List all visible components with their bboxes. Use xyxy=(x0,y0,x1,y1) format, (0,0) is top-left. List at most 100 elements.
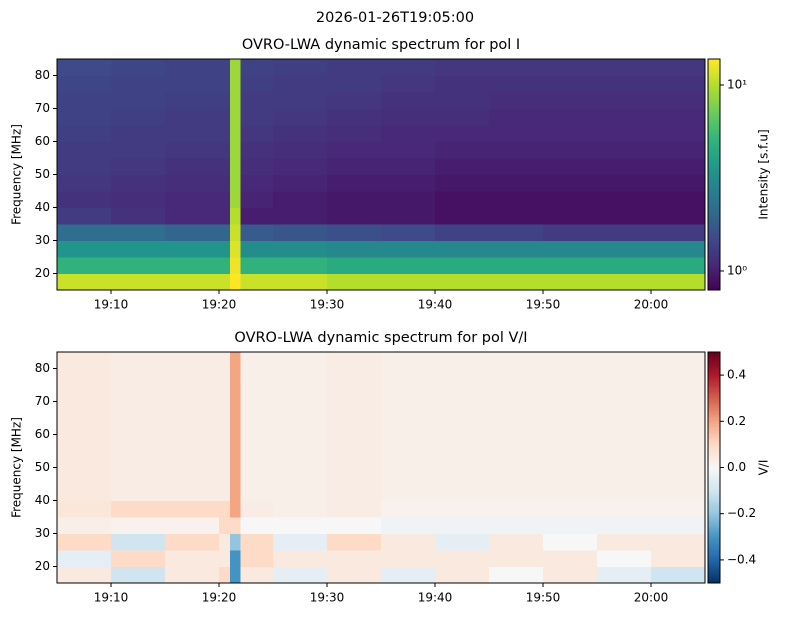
colorbar-tick-label: −0.4 xyxy=(727,552,756,566)
heatmap-cell xyxy=(165,191,220,208)
heatmap-cell xyxy=(651,385,706,402)
x-tick-label: 19:30 xyxy=(310,298,345,312)
colorbar-swatch xyxy=(708,142,720,145)
heatmap-cell xyxy=(219,257,231,274)
heatmap-cell xyxy=(651,141,706,159)
colorbar-swatch xyxy=(708,206,720,210)
colorbar-frame xyxy=(707,58,721,291)
heatmap-cell xyxy=(543,434,598,452)
colorbar-swatch xyxy=(708,356,720,360)
heatmap-cell xyxy=(489,500,544,518)
colorbar-swatch xyxy=(708,84,720,88)
colorbar-swatch xyxy=(708,368,720,371)
colorbar-swatch xyxy=(708,213,720,217)
colorbar-swatch xyxy=(708,121,720,125)
heatmap-cell xyxy=(327,566,382,584)
heatmap-cell xyxy=(229,517,242,534)
heatmap-cell xyxy=(543,59,598,76)
heatmap-cell xyxy=(240,75,274,93)
colorbar-swatch xyxy=(708,176,720,180)
heatmap-cell xyxy=(651,257,706,274)
heatmap-cell xyxy=(543,174,598,192)
heatmap-cell xyxy=(489,92,544,109)
heatmap-cell xyxy=(327,533,382,551)
colorbar-swatch xyxy=(708,181,720,185)
heatmap-cell xyxy=(597,174,652,192)
heatmap-cell xyxy=(597,484,652,501)
colorbar-swatch xyxy=(708,453,720,457)
heatmap-cell xyxy=(651,517,706,534)
heatmap-cell xyxy=(435,224,490,241)
colorbar-swatch xyxy=(708,490,720,494)
colorbar-swatch xyxy=(708,269,720,273)
heatmap-cell xyxy=(240,418,274,435)
colorbar-swatch xyxy=(708,529,720,533)
colorbar-swatch xyxy=(708,548,720,552)
colorbar-swatch xyxy=(708,183,720,187)
colorbar-swatch xyxy=(708,541,720,545)
heatmap-cell xyxy=(327,451,382,468)
heatmap-cell xyxy=(489,517,544,534)
heatmap-cell xyxy=(219,566,231,584)
colorbar-swatch xyxy=(708,89,720,92)
heatmap-cell xyxy=(435,141,490,159)
y-tick-label: 40 xyxy=(35,200,50,214)
heatmap-cell xyxy=(111,352,166,369)
heatmap-cell xyxy=(651,59,706,76)
heatmap-cell xyxy=(435,108,490,126)
colorbar-swatch xyxy=(708,112,720,115)
heatmap-cell xyxy=(435,240,490,258)
heatmap-cell xyxy=(229,451,242,468)
colorbar-swatch xyxy=(708,388,720,392)
y-tick-label: 30 xyxy=(35,526,50,540)
heatmap-cell xyxy=(229,273,242,291)
heatmap-cell xyxy=(219,158,231,175)
heatmap-cell xyxy=(273,517,328,534)
colorbar-swatch xyxy=(708,375,720,378)
heatmap-cell xyxy=(165,484,220,501)
heatmap-cell xyxy=(381,533,436,551)
heatmap-cell xyxy=(229,240,242,258)
heatmap-cell xyxy=(381,385,436,402)
colorbar-swatch xyxy=(708,354,720,358)
heatmap-cell xyxy=(435,59,490,76)
heatmap-cell xyxy=(597,224,652,241)
heatmap-cell xyxy=(651,484,706,501)
heatmap-cell xyxy=(651,451,706,468)
heatmap-cell xyxy=(111,273,166,291)
colorbar-swatch xyxy=(708,446,720,450)
heatmap-cell xyxy=(240,257,274,274)
heatmap-cell xyxy=(597,191,652,208)
heatmap-cell xyxy=(240,125,274,142)
heatmap-cell xyxy=(57,174,112,192)
colorbar-swatch xyxy=(708,234,720,238)
heatmap-cell xyxy=(273,59,328,76)
heatmap-cell xyxy=(543,224,598,241)
heatmap-cell xyxy=(57,467,112,485)
heatmap-cell xyxy=(435,550,490,567)
heatmap-cell xyxy=(597,566,652,584)
colorbar-swatch xyxy=(708,472,720,475)
heatmap-cell xyxy=(57,500,112,518)
colorbar-swatch xyxy=(708,190,720,194)
x-tick-label: 19:50 xyxy=(526,298,561,312)
colorbar-swatch xyxy=(708,264,720,268)
heatmap-cell xyxy=(229,368,242,386)
colorbar-swatch xyxy=(708,393,720,397)
colorbar-swatch xyxy=(708,534,720,538)
heatmap-cell xyxy=(543,240,598,258)
colorbar-swatch xyxy=(708,469,720,473)
heatmap-cell xyxy=(435,451,490,468)
colorbar-swatch xyxy=(708,250,720,254)
colorbar-swatch xyxy=(708,532,720,535)
heatmap-cell xyxy=(165,368,220,386)
heatmap-cell xyxy=(219,467,231,485)
heatmap-cell xyxy=(489,174,544,192)
heatmap-cell xyxy=(229,467,242,485)
heatmap-cell xyxy=(111,467,166,485)
heatmap-cell xyxy=(381,550,436,567)
y-tick-label: 80 xyxy=(35,68,50,82)
colorbar-swatch xyxy=(708,513,720,517)
colorbar-swatch xyxy=(708,70,720,74)
colorbar-swatch xyxy=(708,68,720,72)
